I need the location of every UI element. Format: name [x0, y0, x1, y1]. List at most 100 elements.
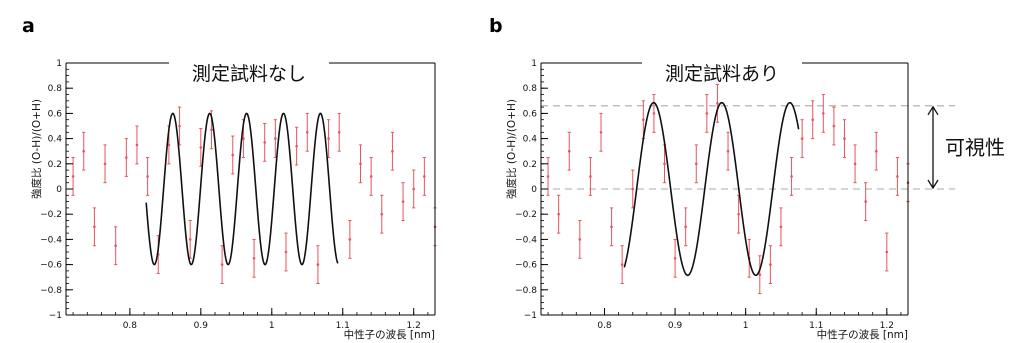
y-tick-label: −0.2 — [40, 210, 62, 220]
y-tick-label: 0.2 — [523, 160, 537, 170]
y-tick-label: −0.8 — [40, 286, 62, 296]
x-tick-label: 1.2 — [407, 321, 421, 331]
x-tick-label: 1.2 — [880, 321, 894, 331]
fit-curve — [145, 112, 339, 266]
data-point — [231, 153, 235, 157]
data-point — [274, 137, 277, 140]
y-tick-label: 1 — [56, 59, 62, 69]
data-point — [822, 112, 825, 115]
data-point — [305, 131, 309, 134]
plot-frame — [65, 62, 436, 316]
data-point — [578, 238, 582, 241]
data-point — [610, 225, 613, 229]
data-point — [210, 128, 213, 132]
x-tick-label: 0.9 — [668, 321, 683, 331]
data-point — [896, 175, 899, 178]
data-point — [631, 187, 635, 191]
y-tick-label: −0.4 — [40, 235, 62, 245]
data-point — [167, 143, 171, 147]
data-point — [369, 175, 373, 178]
data-point — [874, 149, 878, 153]
data-point — [242, 137, 245, 140]
data-point — [567, 149, 571, 153]
data-point — [800, 137, 804, 140]
y-tick-label: −1 — [49, 311, 62, 321]
x-tick-label: 0.8 — [597, 321, 612, 331]
x-tick-label: 1 — [743, 321, 749, 331]
data-point — [705, 112, 709, 115]
data-point — [263, 141, 266, 144]
arrow-head-up — [927, 105, 939, 116]
x-axis-label: 中性子の波長 [nm] — [817, 328, 908, 341]
data-point — [726, 149, 730, 153]
data-point — [737, 212, 740, 216]
data-point — [716, 102, 719, 105]
data-point — [843, 137, 846, 140]
data-point — [114, 244, 117, 247]
data-point — [620, 263, 624, 266]
data-point — [642, 118, 645, 121]
data-point — [125, 156, 128, 159]
data-point — [103, 162, 107, 166]
data-point — [758, 273, 762, 276]
data-point — [71, 175, 75, 178]
data-point — [599, 131, 603, 134]
data-point — [284, 250, 288, 254]
chart-panel-b: b 測定試料あり −1 −0.8 −0.6 −0.4 −0.2 0 0.2 0.4 0.6 0.8 1 0… — [489, 15, 1005, 341]
y-tick-label: 0.6 — [48, 109, 63, 119]
y-tick-label: −0.8 — [515, 286, 537, 296]
y-tick-label: 0 — [531, 185, 537, 195]
data-point — [327, 137, 330, 140]
data-point — [316, 263, 320, 266]
y-tick-label: 0.4 — [523, 135, 538, 145]
data-point — [93, 225, 96, 229]
y-tick-label: 0 — [56, 185, 62, 195]
data-point — [557, 212, 560, 216]
y-tick-label: 1 — [531, 59, 537, 69]
y-tick-label: 0.4 — [48, 135, 63, 145]
data-point — [663, 162, 666, 166]
data-point — [188, 238, 192, 241]
data-point — [391, 149, 394, 153]
panel-letter: a — [22, 15, 35, 37]
data-point — [546, 175, 550, 178]
data-point — [864, 200, 867, 203]
y-tick-label: −0.6 — [40, 261, 62, 271]
x-tick-label: 1.1 — [809, 321, 823, 331]
data-point — [652, 112, 656, 115]
data-point — [779, 225, 783, 229]
data-point — [337, 131, 341, 134]
data-point — [295, 144, 298, 148]
fit-curve — [623, 101, 800, 277]
y-axis-label: 強度比 (O-H)/(O+H) — [505, 99, 518, 199]
data-point — [769, 263, 772, 266]
data-point — [811, 118, 815, 121]
y-tick-label: −0.6 — [515, 261, 537, 271]
y-tick-label: −0.4 — [515, 235, 537, 245]
chart-title: 測定試料あり — [665, 63, 779, 85]
data-point — [423, 175, 426, 178]
x-tick-label: 0.8 — [123, 321, 138, 331]
data-point — [380, 212, 384, 216]
data-point — [135, 143, 139, 147]
data-point — [348, 238, 352, 241]
data-point — [684, 225, 687, 229]
chart-title: 測定試料なし — [192, 63, 306, 85]
y-tick-label: 0.2 — [48, 160, 62, 170]
y-axis-label: 強度比 (O-H)/(O+H) — [30, 99, 43, 199]
x-tick-label: 0.9 — [194, 321, 209, 331]
data-point — [252, 257, 256, 260]
y-tick-label: 0.6 — [523, 109, 538, 119]
data-point — [673, 257, 677, 260]
data-point — [178, 124, 181, 128]
data-point — [589, 175, 592, 178]
data-point — [401, 200, 405, 203]
y-tick-label: 0.8 — [523, 84, 538, 94]
y-tick-label: −0.2 — [515, 210, 537, 220]
panel-letter: b — [489, 15, 503, 37]
x-tick-label: 1.1 — [336, 321, 350, 331]
data-point — [82, 149, 86, 153]
data-point — [199, 146, 203, 149]
visibility-label: 可視性 — [945, 135, 1005, 159]
